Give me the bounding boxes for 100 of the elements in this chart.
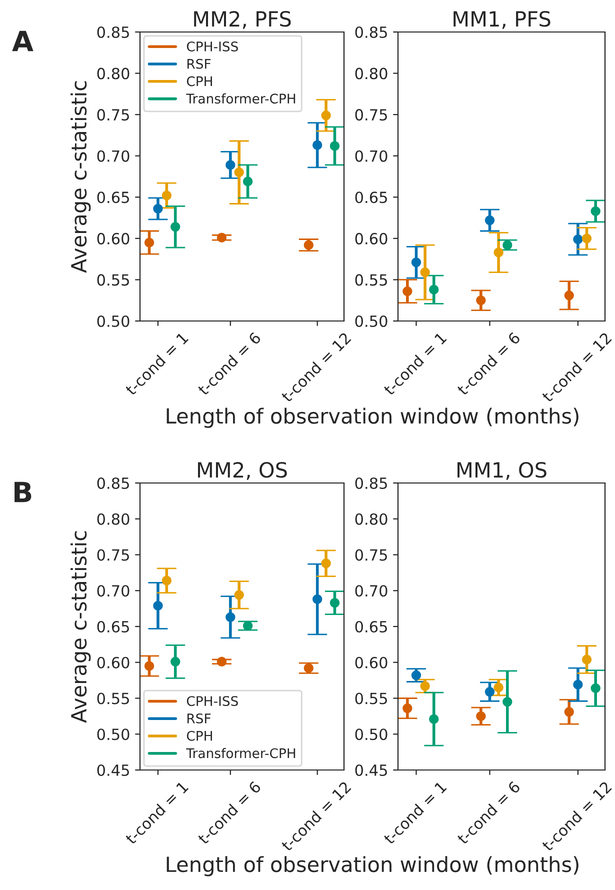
point (564, 707, 574, 717)
y-tick-label: 0.85 (355, 477, 387, 490)
point (321, 110, 331, 120)
point (564, 290, 574, 300)
point (242, 176, 253, 186)
point (162, 576, 172, 586)
point (304, 663, 314, 673)
legend-label: CPH (186, 730, 212, 741)
y-tick-label: 0.55 (97, 274, 129, 286)
point (144, 238, 154, 248)
point (573, 234, 583, 244)
point (484, 215, 495, 226)
point (170, 222, 180, 232)
y-tick-label: 0.80 (97, 68, 130, 80)
x-axis-title: Length of observation window (months) (166, 408, 578, 428)
y-tick-label: 0.50 (97, 315, 130, 328)
legend-label: CPH (186, 76, 212, 86)
y-tick-label: 0.70 (97, 150, 130, 162)
y-tick-label: 0.65 (97, 620, 129, 633)
y-tick-label: 0.50 (355, 728, 388, 740)
y-tick-label: 0.80 (97, 513, 130, 525)
point (312, 594, 322, 604)
chart-title: MM2, PFS (194, 10, 291, 29)
legend-label: RSF (187, 713, 211, 724)
point (226, 160, 236, 170)
legend-label: Transformer-CPH (186, 748, 296, 758)
legend-label: RSF (187, 58, 211, 69)
point (573, 680, 583, 690)
y-tick-label: 0.75 (97, 109, 129, 121)
point (321, 558, 331, 568)
point (420, 267, 430, 278)
y-axis-title: Average c-statistic (70, 531, 91, 723)
y-tick-label: 0.75 (355, 549, 387, 561)
point (590, 206, 600, 216)
legend-label: Transformer-CPH (186, 93, 296, 104)
point (502, 696, 512, 707)
chart-title: MM1, PFS (454, 10, 550, 29)
point (411, 670, 422, 680)
y-tick-label: 0.60 (355, 232, 388, 244)
y-tick-label: 0.60 (97, 232, 130, 244)
point (402, 286, 412, 296)
point (494, 682, 504, 692)
point (153, 600, 163, 611)
point (330, 598, 340, 608)
point (234, 590, 244, 600)
y-tick-label: 0.50 (355, 315, 388, 328)
point (402, 703, 412, 714)
point (590, 683, 600, 694)
chart-title: MM2, OS (198, 462, 287, 480)
y-tick-label: 0.65 (97, 192, 129, 204)
point (429, 284, 439, 294)
x-axis-title: Length of observation window (months) (166, 856, 578, 876)
y-tick-label: 0.80 (355, 68, 388, 80)
y-tick-label: 0.75 (355, 109, 387, 121)
point (153, 204, 163, 214)
point (304, 240, 314, 250)
point (226, 612, 236, 622)
point (476, 295, 486, 306)
point (502, 240, 512, 250)
legend-label: CPH-ISS (186, 696, 238, 706)
y-tick-label: 0.45 (97, 764, 129, 776)
point (162, 190, 172, 200)
text: B (14, 482, 32, 502)
point (170, 656, 180, 667)
y-tick-label: 0.65 (355, 192, 387, 204)
y-tick-label: 0.55 (355, 692, 387, 704)
chart-title: MM1, OS (458, 462, 546, 480)
point (242, 620, 253, 631)
point (411, 258, 422, 268)
point (144, 661, 154, 671)
point (234, 168, 244, 178)
y-tick-label: 0.85 (97, 26, 129, 38)
y-tick-label: 0.65 (355, 620, 387, 633)
y-tick-label: 0.70 (97, 585, 130, 597)
y-tick-label: 0.80 (355, 513, 388, 525)
y-tick-label: 0.85 (355, 26, 387, 38)
y-tick-label: 0.75 (97, 549, 129, 561)
y-tick-label: 0.45 (355, 764, 387, 776)
point (312, 140, 322, 150)
y-tick-label: 0.70 (355, 150, 388, 162)
point (216, 656, 227, 667)
point (582, 654, 592, 664)
point (429, 714, 439, 724)
point (420, 681, 430, 691)
point (484, 686, 495, 697)
y-tick-label: 0.50 (97, 728, 130, 740)
y-tick-label: 0.55 (355, 274, 387, 286)
legend-label: CPH-ISS (186, 41, 238, 52)
point (494, 248, 504, 258)
point (330, 141, 340, 151)
y-axis-title: Average c-statistic (70, 81, 91, 273)
y-tick-label: 0.60 (355, 656, 388, 668)
point (476, 711, 486, 722)
y-tick-label: 0.85 (97, 477, 129, 490)
text: A (12, 30, 34, 52)
point (216, 232, 227, 242)
point (582, 234, 592, 244)
y-tick-label: 0.55 (97, 692, 129, 704)
y-tick-label: 0.70 (355, 585, 388, 597)
y-tick-label: 0.60 (97, 656, 130, 668)
